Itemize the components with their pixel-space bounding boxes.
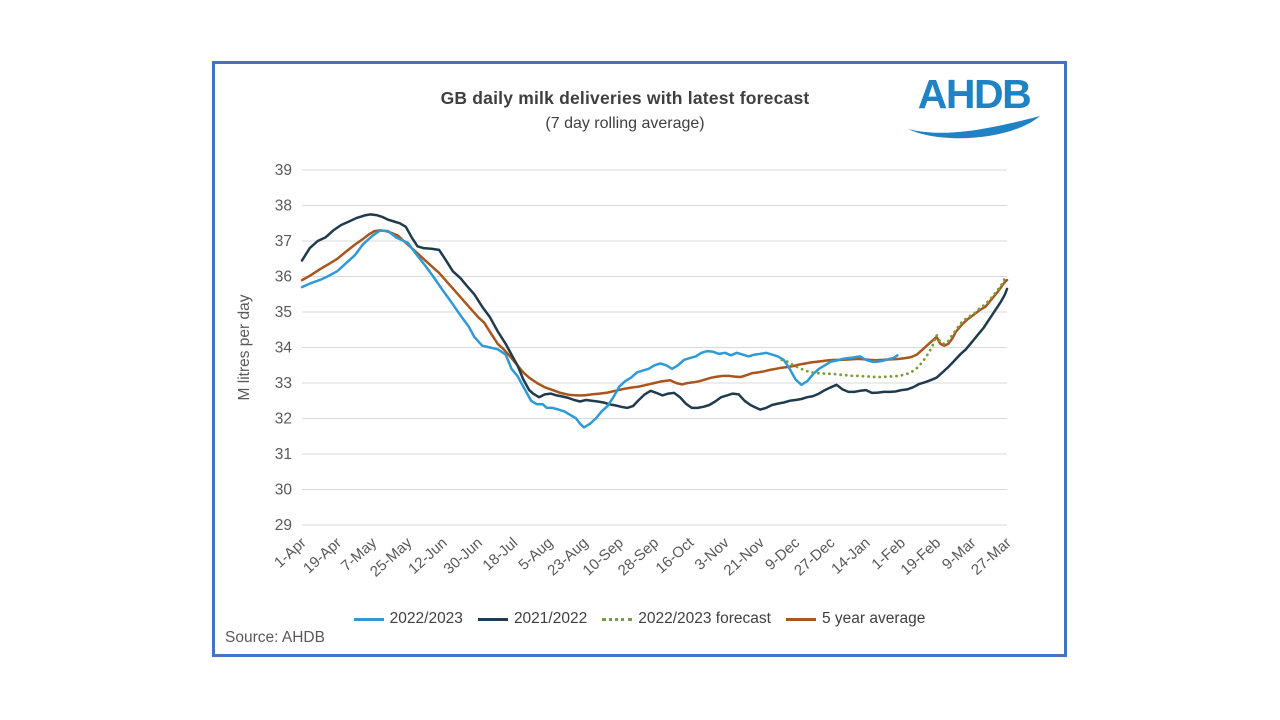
milk-deliveries-chart: 29303132333435363738391-Apr19-Apr7-May25…: [236, 162, 1015, 580]
legend-line-icon: [353, 617, 384, 621]
page-subtitle: (7 day rolling average): [545, 115, 705, 132]
legend-item: 2022/2023: [353, 610, 463, 628]
legend-line-icon: [785, 617, 816, 621]
y-axis-title: M litres per day: [236, 294, 253, 400]
chart-legend: 2022/2023 2021/2022 2022/2023 forecast 5 ye…: [215, 610, 1064, 628]
series-line-2022-2023-forecast: [780, 275, 1009, 379]
legend-item: 2022/2023 forecast: [602, 610, 771, 628]
y-tick-label: 38: [275, 198, 292, 215]
x-tick-label: 21-Nov: [721, 534, 769, 579]
y-tick-label: 31: [275, 446, 292, 463]
legend-label: 5 year average: [821, 610, 926, 627]
x-tick-label: 19-Feb: [897, 534, 944, 578]
y-tick-label: 32: [275, 411, 292, 428]
legend-dotted-line-icon: [602, 617, 633, 621]
y-tick-label: 37: [275, 233, 292, 250]
series-line-2021-2022: [300, 213, 1009, 411]
x-tick-label: 16-Oct: [653, 534, 698, 577]
page-title: GB daily milk deliveries with latest for…: [440, 88, 810, 108]
series-line-5-year-average: [300, 229, 1009, 397]
source-note: Source: AHDB: [225, 629, 325, 646]
x-tick-label: 27-Dec: [791, 534, 839, 579]
y-tick-label: 30: [275, 482, 293, 499]
chart-card: 29 30 31 32 33 34 35 36 37 38 39 1-Apr 19-Apr 7-May 25…: [212, 61, 1067, 657]
y-tick-label: 34: [275, 340, 293, 357]
legend-item: 5 year average: [785, 610, 926, 628]
ahdb-logo-text: AHDB: [917, 71, 1032, 117]
y-tick-label: 35: [275, 304, 292, 321]
x-tick-label: 28-Sep: [615, 534, 662, 579]
x-tick-label: 14-Jan: [828, 534, 873, 577]
legend-item: 2021/2022: [477, 610, 588, 628]
legend-label: 2022/2023 forecast: [638, 610, 771, 627]
x-tick-label: 30-Jun: [440, 534, 485, 577]
x-tick-label: 19-Apr: [300, 534, 345, 577]
legend-line-icon: [477, 617, 508, 621]
x-tick-label: 12-Jun: [405, 534, 450, 577]
chart-header: GB daily milk deliveries with latest for…: [215, 88, 1035, 133]
x-tick-label: 18-Jul: [479, 534, 521, 574]
ahdb-logo: AHDB: [905, 72, 1043, 144]
y-tick-label: 36: [275, 269, 292, 286]
y-tick-label: 39: [275, 162, 292, 179]
y-tick-label: 29: [275, 517, 292, 534]
x-tick-label: 27-Mar: [968, 534, 1015, 578]
ahdb-wave-icon: [908, 116, 1040, 139]
legend-label: 2021/2022: [513, 610, 588, 627]
legend-label: 2022/2023: [389, 610, 463, 627]
series-line-2022-2023: [300, 229, 899, 429]
y-tick-label: 33: [275, 375, 292, 392]
